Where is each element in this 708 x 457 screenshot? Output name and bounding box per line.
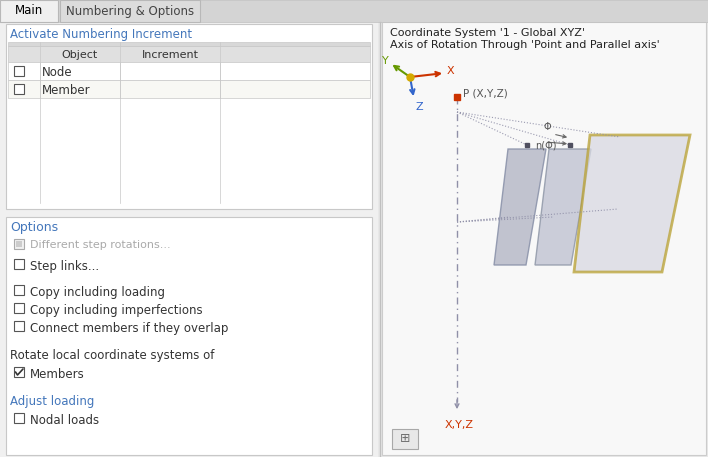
Text: Φ: Φ (543, 122, 551, 132)
Text: Nodal loads: Nodal loads (30, 414, 99, 427)
Bar (8, 42, 370, 46)
Bar (14, 303, 24, 313)
Bar (0, 0, 708, 22)
Text: Increment: Increment (142, 50, 198, 60)
Bar (8, 62, 370, 80)
Polygon shape (574, 135, 690, 272)
Bar (0, 22, 378, 457)
Text: Object: Object (62, 50, 98, 60)
Text: Axis of Rotation Through 'Point and Parallel axis': Axis of Rotation Through 'Point and Para… (390, 40, 660, 50)
Text: X,Y,Z: X,Y,Z (445, 420, 474, 430)
Text: Member: Member (42, 84, 91, 97)
Bar (14, 285, 24, 295)
Text: n(Φ): n(Φ) (535, 140, 556, 150)
Text: Different step rotations...: Different step rotations... (30, 240, 171, 250)
Polygon shape (535, 149, 591, 265)
Bar (60, 0, 200, 22)
Bar (6, 217, 372, 455)
Text: Node: Node (42, 66, 73, 79)
Bar (8, 46, 370, 62)
Text: Copy including imperfections: Copy including imperfections (30, 304, 202, 317)
Bar (14, 84, 24, 94)
Text: Copy including loading: Copy including loading (30, 286, 165, 299)
Text: Numbering & Options: Numbering & Options (66, 5, 194, 17)
Bar (14, 367, 24, 377)
Text: X: X (447, 66, 455, 76)
Bar (382, 22, 706, 455)
Text: Y: Y (382, 56, 389, 66)
Text: Members: Members (30, 368, 85, 381)
Text: Options: Options (10, 221, 58, 234)
Text: P (X,Y,Z): P (X,Y,Z) (463, 88, 508, 98)
Bar (14, 239, 24, 249)
Bar (0, 0, 58, 22)
Bar (14, 66, 24, 76)
Bar (14, 321, 24, 331)
Polygon shape (494, 149, 546, 265)
Bar (6, 24, 372, 209)
Bar (8, 80, 370, 98)
Text: Main: Main (15, 5, 43, 17)
Bar (392, 429, 418, 449)
Text: Activate Numbering Increment: Activate Numbering Increment (10, 28, 192, 41)
Text: Connect members if they overlap: Connect members if they overlap (30, 322, 229, 335)
Text: Coordinate System '1 - Global XYZ': Coordinate System '1 - Global XYZ' (390, 28, 585, 38)
Text: Z: Z (415, 102, 423, 112)
Bar (14, 259, 24, 269)
Bar (16, 241, 22, 247)
Text: Rotate local coordinate systems of: Rotate local coordinate systems of (10, 349, 215, 362)
Bar (14, 413, 24, 423)
Text: Step links...: Step links... (30, 260, 99, 273)
Text: Adjust loading: Adjust loading (10, 395, 94, 408)
Text: ⊞: ⊞ (400, 432, 410, 446)
